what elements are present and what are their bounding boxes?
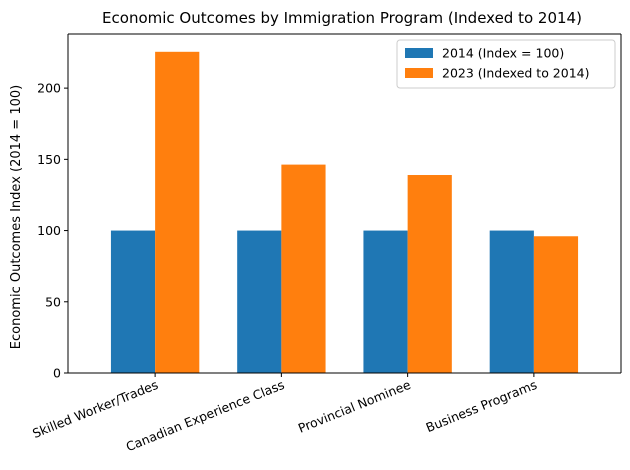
bar-current-2 — [407, 175, 452, 373]
y-tick-label: 150 — [37, 152, 61, 167]
bar-current-3 — [533, 236, 579, 373]
y-axis-label: Economic Outcomes Index (2014 = 100) — [9, 85, 24, 349]
legend-box — [396, 39, 616, 89]
legend: 2014 (Index = 100) 2023 (Indexed to 2014) — [396, 39, 616, 89]
legend-swatch — [405, 68, 433, 78]
y-tick-label: 200 — [37, 81, 61, 96]
bar-base-2 — [363, 230, 408, 373]
bar-base-0 — [110, 230, 156, 373]
bar-base-1 — [237, 230, 282, 373]
y-tick-label: 50 — [45, 294, 61, 309]
bar-base-3 — [489, 230, 534, 373]
legend-swatch — [405, 48, 433, 58]
y-tick-label: 100 — [37, 223, 61, 238]
legend-label: 2023 (Indexed to 2014) — [442, 66, 590, 81]
bar-current-1 — [281, 164, 326, 373]
bar-current-0 — [155, 51, 200, 374]
y-tick-label: 0 — [53, 366, 61, 381]
chart-title: Economic Outcomes by Immigration Program… — [102, 9, 582, 27]
legend-label: 2014 (Index = 100) — [442, 46, 564, 61]
